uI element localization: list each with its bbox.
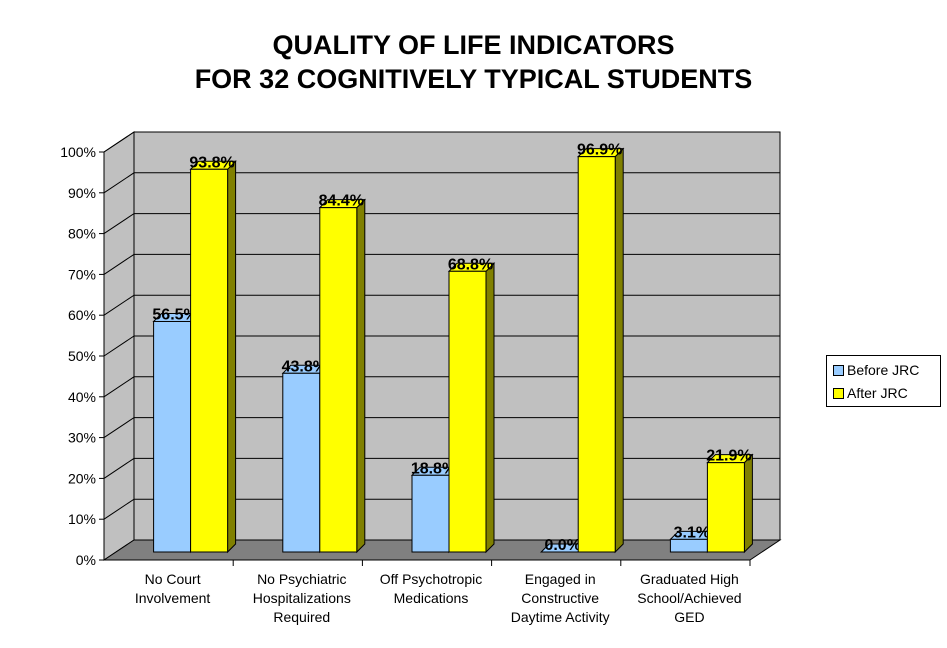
- data-label: 68.8%: [448, 256, 493, 273]
- data-label: 21.9%: [706, 448, 751, 465]
- chart-title-line-1: QUALITY OF LIFE INDICATORS: [272, 30, 675, 60]
- data-label: 3.1%: [674, 524, 710, 541]
- chart-title-line-2: FOR 32 COGNITIVELY TYPICAL STUDENTS: [194, 64, 753, 94]
- data-label: 96.9%: [577, 142, 622, 159]
- gridline: [103, 172, 780, 194]
- x-tick-label: Hospitalizations: [253, 590, 351, 606]
- gridline: [103, 376, 780, 398]
- chart-title: QUALITY OF LIFE INDICATORS FOR 32 COGNIT…: [0, 28, 947, 96]
- bar-side: [614, 147, 624, 554]
- y-tick-label: 60%: [68, 307, 96, 323]
- data-label: 43.8%: [282, 358, 327, 375]
- x-tick-label: Daytime Activity: [511, 609, 610, 625]
- legend-item-before: Before JRC: [833, 361, 919, 379]
- gridline: [103, 131, 780, 153]
- data-label: 84.4%: [319, 193, 364, 210]
- data-label: 18.8%: [411, 460, 456, 477]
- x-tick-label: GED: [674, 609, 704, 625]
- legend-label-after: After JRC: [847, 385, 908, 401]
- gridline: [103, 253, 780, 275]
- y-tick-label: 100%: [60, 144, 96, 160]
- gridline: [103, 498, 780, 520]
- bar: [577, 156, 616, 553]
- gridline: [103, 294, 780, 316]
- data-label: 0.0%: [544, 537, 580, 554]
- data-label: 93.8%: [189, 154, 234, 171]
- bar: [448, 270, 487, 553]
- legend-label-before: Before JRC: [847, 362, 920, 378]
- y-tick-label: 40%: [68, 389, 96, 405]
- gridline: [103, 417, 780, 439]
- bar: [190, 168, 229, 553]
- bar: [411, 474, 450, 553]
- x-tick-label: Constructive: [521, 590, 599, 606]
- bar-side: [227, 160, 237, 554]
- x-tick-label: Required: [273, 609, 330, 625]
- x-tick-label: School/Achieved: [637, 590, 741, 606]
- x-tick-label: Graduated High: [640, 571, 739, 587]
- y-tick-label: 80%: [68, 226, 96, 242]
- bar-side: [356, 198, 366, 554]
- legend-swatch-before: [833, 364, 844, 376]
- x-tick-label: Engaged in: [525, 571, 596, 587]
- legend-item-after: After JRC: [833, 384, 908, 402]
- legend: Before JRC After JRC: [826, 355, 941, 407]
- bar: [282, 372, 321, 553]
- bar: [319, 207, 358, 553]
- y-tick-label: 30%: [68, 430, 96, 446]
- gridline: [103, 335, 780, 357]
- y-tick-label: 50%: [68, 348, 96, 364]
- x-tick-label: Off Psychotropic: [380, 571, 482, 587]
- y-tick-label: 10%: [68, 511, 96, 527]
- data-label: 56.5%: [152, 306, 197, 323]
- x-tick-label: Involvement: [135, 590, 211, 606]
- x-tick-label: Medications: [394, 590, 469, 606]
- bar: [706, 462, 745, 553]
- y-tick-label: 90%: [68, 185, 96, 201]
- y-tick-label: 70%: [68, 266, 96, 282]
- legend-swatch-after: [833, 387, 844, 399]
- bar-side: [743, 453, 753, 554]
- x-tick-label: No Psychiatric: [257, 571, 346, 587]
- bar: [153, 320, 192, 553]
- x-tick-label: No Court: [145, 571, 201, 587]
- gridline: [103, 457, 780, 479]
- y-tick-label: 0%: [76, 552, 96, 568]
- bar-side: [485, 262, 495, 554]
- gridline: [103, 213, 780, 235]
- y-tick-label: 20%: [68, 470, 96, 486]
